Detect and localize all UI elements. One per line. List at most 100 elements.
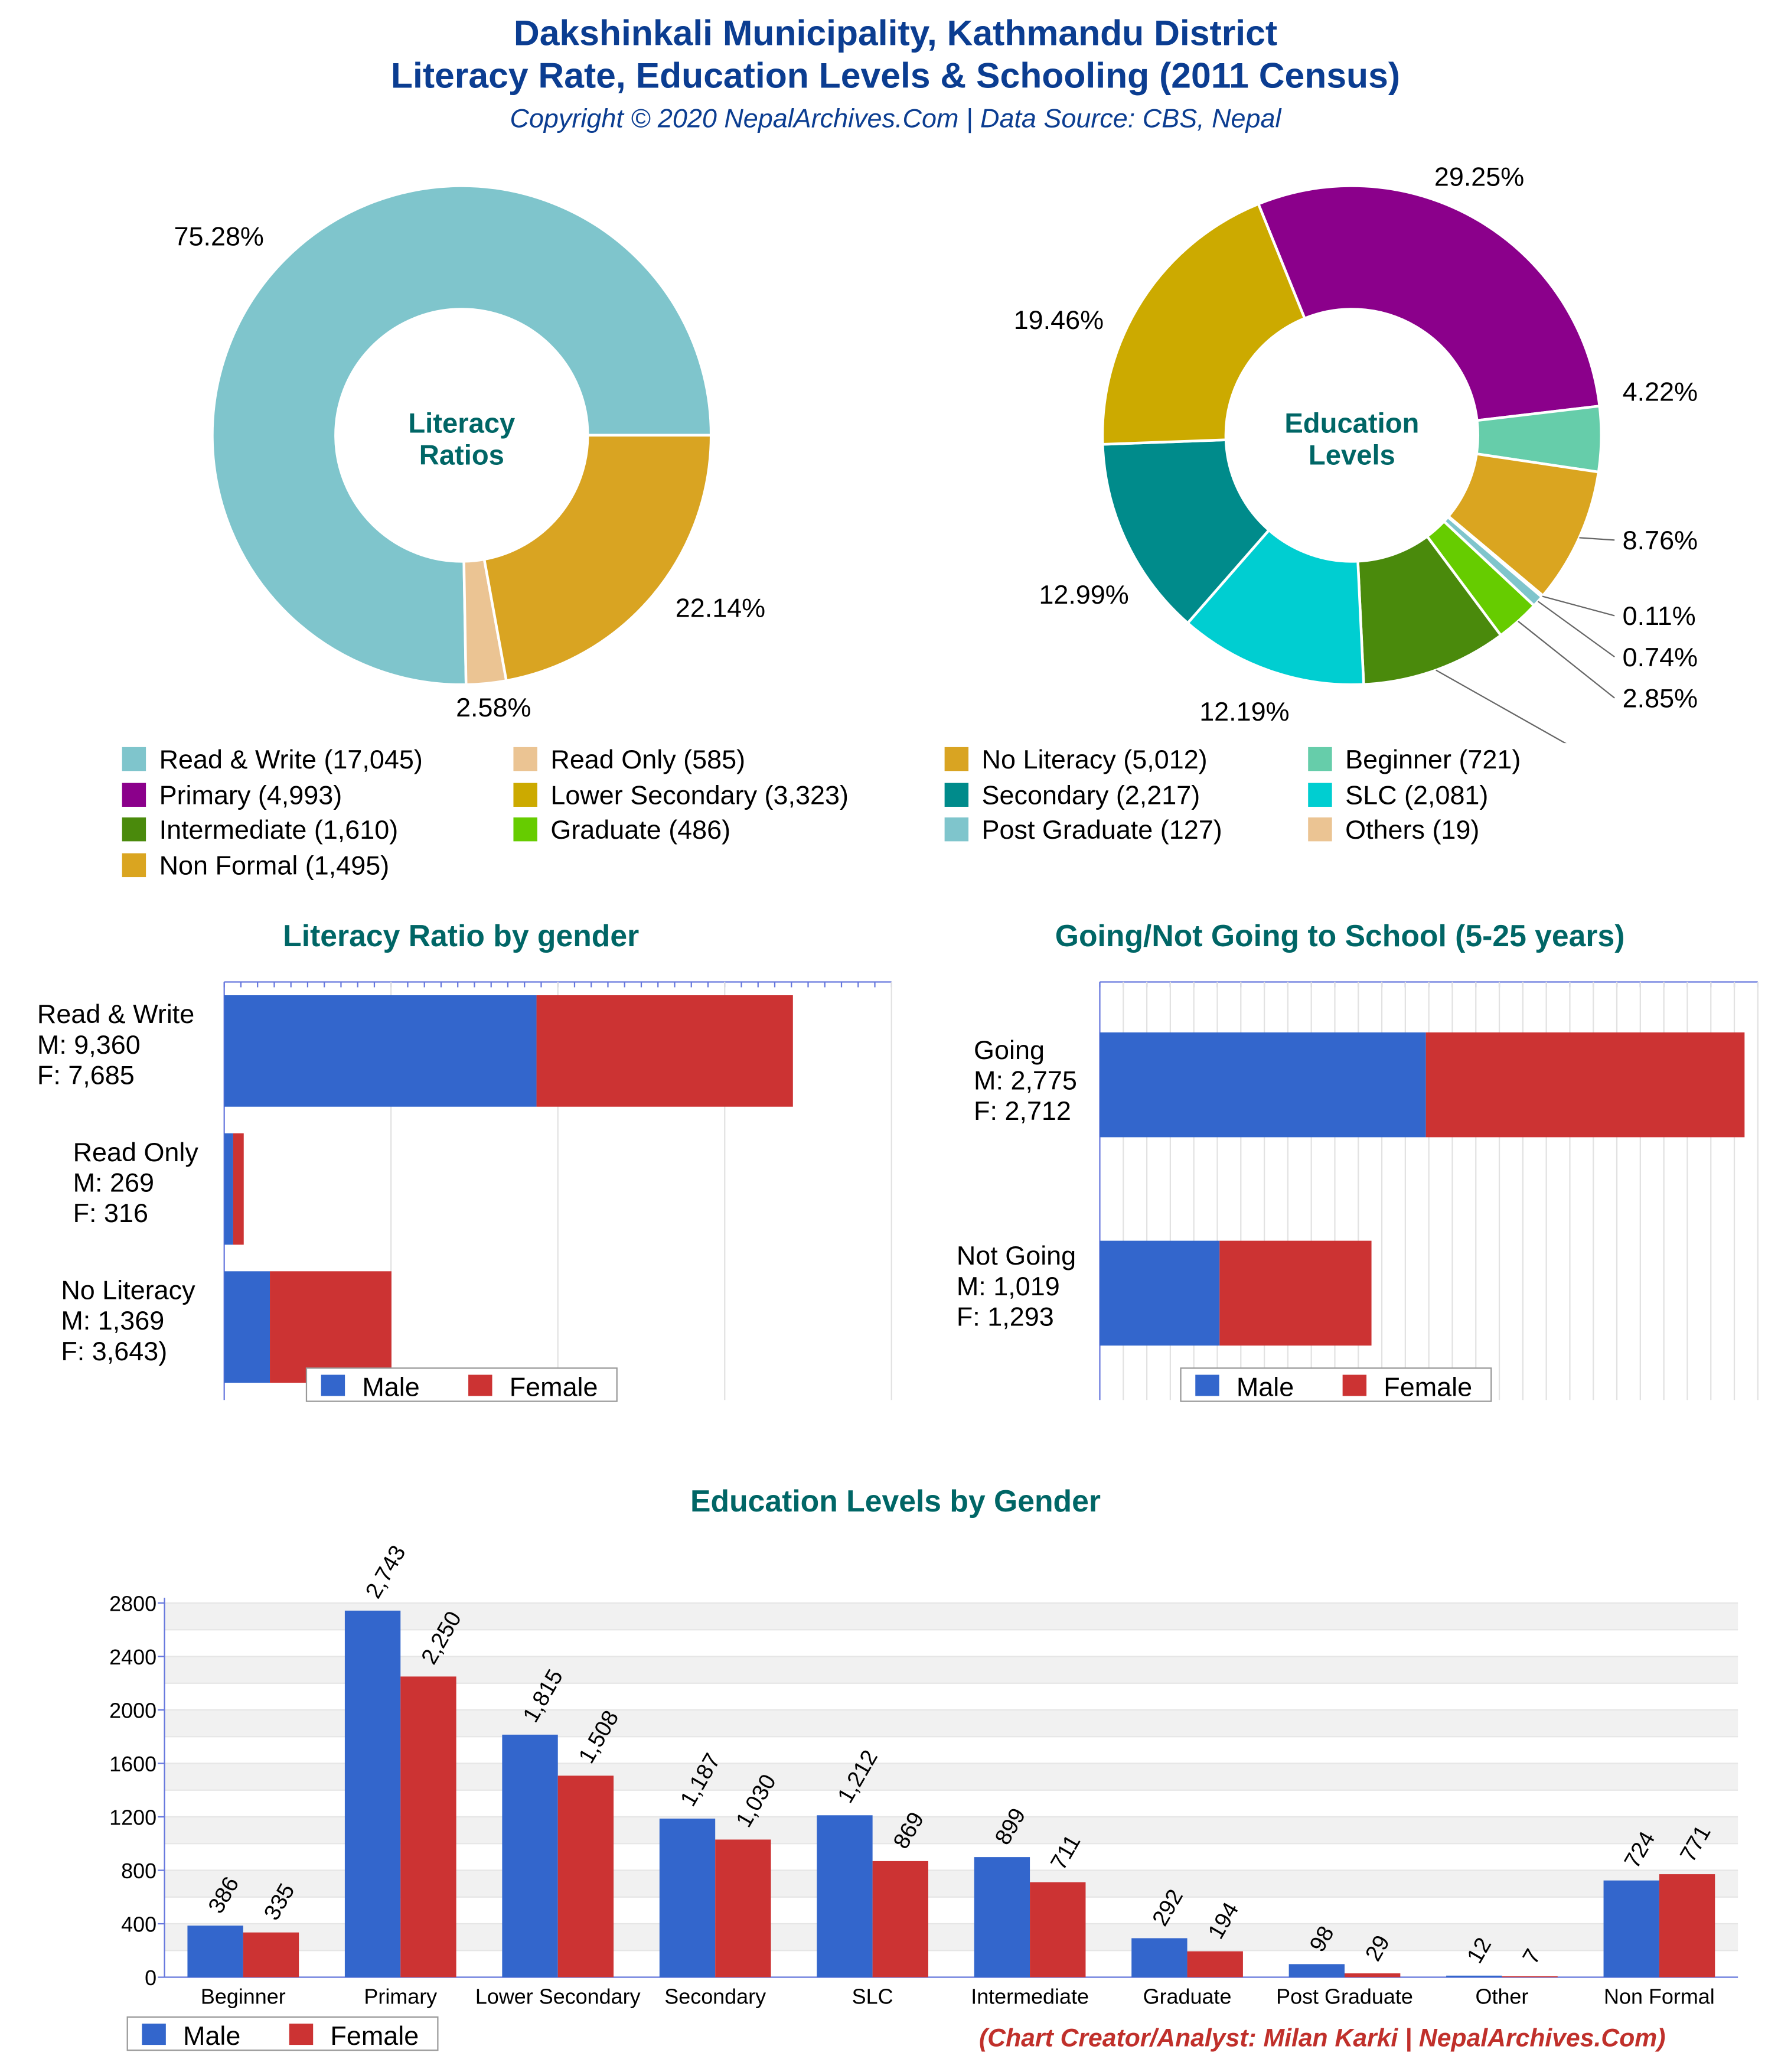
- legend-item: No Literacy (5,012): [944, 745, 1208, 777]
- legend-swatch-male: [321, 1374, 345, 1396]
- education-center-label-1: Education: [1284, 407, 1419, 438]
- bar-male: [1100, 1240, 1220, 1346]
- literacy-slice-read-write: [211, 184, 713, 686]
- legend-swatch-female: [289, 2024, 314, 2045]
- legend-label-female: Female: [1384, 1371, 1472, 1402]
- literacy-row-label: No Literacy M: 1,369 F: 3,643): [61, 1276, 195, 1367]
- school-row-label: Going M: 2,775 F: 2,712: [974, 1036, 1077, 1127]
- literacy-slice-read-only: [462, 558, 508, 686]
- legend-swatch: [944, 782, 969, 806]
- education-slice-label: 2.85%: [1623, 683, 1698, 713]
- legend-label: Lower Secondary (3,323): [550, 781, 849, 810]
- bar-male: [1446, 1975, 1502, 1977]
- data-label: 869: [888, 1808, 929, 1853]
- x-tick-label: Secondary: [664, 1984, 766, 2008]
- legend-swatch-male: [1195, 1374, 1219, 1396]
- legend-item: Post Graduate (127): [944, 816, 1222, 847]
- legend-label: Others (19): [1345, 816, 1480, 846]
- literacy-gender-bar-chart: Male Female: [223, 981, 892, 1402]
- school-row-label: Not Going M: 1,019 F: 1,293: [956, 1242, 1076, 1333]
- legend-label: Read Only (585): [550, 745, 746, 776]
- education-gender-title: Education Levels by Gender: [690, 1483, 1101, 1519]
- bar-male: [1100, 1032, 1426, 1138]
- bar-female: [1659, 1874, 1715, 1977]
- legend-swatch: [122, 782, 146, 806]
- bar-legend: Male Female: [305, 1367, 618, 1402]
- bar-male: [344, 1610, 401, 1977]
- bar-male: [224, 1133, 233, 1245]
- education-slice-label: 12.19%: [1199, 696, 1289, 726]
- bar-female: [1425, 1032, 1745, 1138]
- legend-swatch: [122, 747, 146, 771]
- legend-label: Secondary (2,217): [981, 781, 1200, 810]
- literacy-row-label: Read Only M: 269 F: 316: [73, 1138, 198, 1229]
- legend-label-female: Female: [330, 2021, 419, 2051]
- legend-box: [126, 2016, 439, 2051]
- data-label: 2,743: [361, 1541, 411, 1602]
- page-title-line1: Dakshinkali Municipality, Kathmandu Dist…: [513, 13, 1278, 53]
- bar-male: [659, 1818, 716, 1977]
- education-slice-lower-secondary: [1101, 202, 1307, 446]
- legend-label: No Literacy (5,012): [981, 745, 1208, 776]
- bar-male: [224, 995, 537, 1107]
- education-leader-line: [1537, 601, 1615, 658]
- education-slice-label: 29.25%: [1434, 162, 1524, 192]
- y-tick-label: 2800: [109, 1591, 156, 1615]
- x-tick-label: Lower Secondary: [475, 1984, 641, 2008]
- footer-credit: (Chart Creator/Analyst: Milan Karki | Ne…: [979, 2025, 1666, 2053]
- legend-box: [305, 1367, 618, 1402]
- legend-item: Intermediate (1,610): [122, 816, 398, 847]
- legend-swatch: [1308, 747, 1332, 771]
- legend-label: Non Formal (1,495): [159, 851, 390, 881]
- bar-female: [233, 1133, 244, 1245]
- literacy-slice-label: 2.58%: [456, 692, 531, 722]
- legend-label: SLC (2,081): [1345, 781, 1489, 810]
- education-slice-label: 0.74%: [1623, 642, 1698, 672]
- bar-female: [1502, 1976, 1558, 1977]
- legend-swatch-male: [142, 2024, 166, 2045]
- literacy-slice-label: 22.14%: [676, 593, 765, 623]
- education-donut-chart: 29.25%4.22%8.76%0.11%0.74%2.85%9.43%12.1…: [1014, 162, 1698, 744]
- x-tick-label: Non Formal: [1604, 1984, 1715, 2008]
- literacy-row-label: Read & Write M: 9,360 F: 7,685: [37, 1000, 195, 1091]
- bar-male: [1603, 1880, 1659, 1977]
- page-title-line2: Literacy Rate, Education Levels & School…: [390, 56, 1401, 96]
- legend-item: Lower Secondary (3,323): [513, 781, 849, 812]
- x-tick-label: SLC: [852, 1984, 893, 2008]
- legend-item: Read Only (585): [513, 746, 745, 777]
- education-slice-label: 0.11%: [1623, 601, 1696, 631]
- legend-swatch: [513, 782, 537, 806]
- legend-swatch: [944, 817, 969, 842]
- literacy-gender-title: Literacy Ratio by gender: [283, 918, 640, 953]
- legend-label: Primary (4,993): [159, 781, 342, 810]
- legend-label: Read & Write (17,045): [159, 745, 423, 776]
- legend-item: Beginner (721): [1308, 746, 1521, 777]
- bar-female: [400, 1676, 456, 1977]
- bar-male: [187, 1926, 243, 1977]
- education-leader-line: [1542, 595, 1615, 617]
- legend-box: [1180, 1367, 1492, 1402]
- education-slice-secondary: [1101, 438, 1271, 625]
- bar-female: [872, 1861, 928, 1977]
- education-leader-line: [1436, 669, 1567, 744]
- legend-label-male: Male: [362, 1371, 419, 1402]
- education-leader-line: [1579, 537, 1615, 541]
- legend-label: Beginner (721): [1345, 745, 1521, 776]
- education-center-label-2: Levels: [1309, 439, 1395, 470]
- x-tick-label: Primary: [364, 1984, 437, 2008]
- legend-label: Post Graduate (127): [981, 816, 1222, 846]
- bar-legend: Male Female: [1180, 1367, 1492, 1402]
- y-tick-label: 2400: [109, 1645, 156, 1669]
- bar-female: [270, 1271, 392, 1383]
- y-tick-label: 1200: [109, 1805, 156, 1829]
- bar-female: [1030, 1882, 1086, 1977]
- education-slice-label: 4.22%: [1623, 376, 1698, 406]
- y-tick-label: 800: [121, 1859, 156, 1883]
- legend-swatch: [944, 747, 969, 771]
- school-chart-title: Going/Not Going to School (5-25 years): [1055, 918, 1625, 953]
- legend-swatch: [513, 747, 537, 771]
- legend-item: Others (19): [1308, 816, 1479, 847]
- bar-legend: Male Female: [126, 2016, 439, 2051]
